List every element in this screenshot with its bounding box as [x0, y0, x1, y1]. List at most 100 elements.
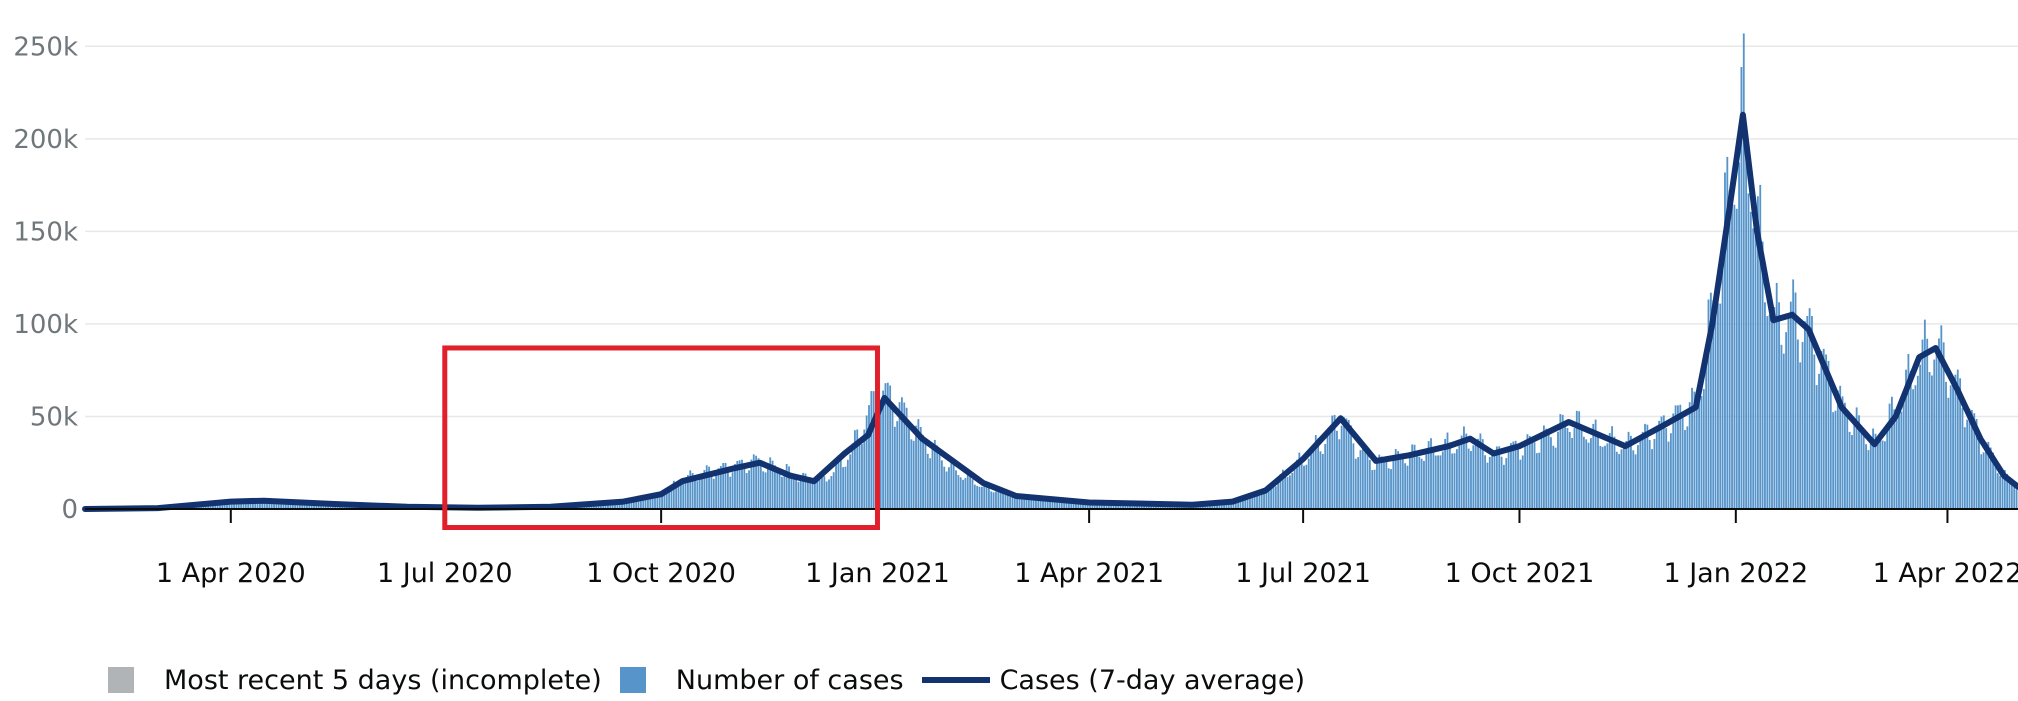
- bar-number-of-cases: [604, 502, 607, 509]
- bar-number-of-cases: [1733, 204, 1736, 509]
- bar-number-of-cases: [303, 503, 306, 509]
- bar-number-of-cases: [1260, 492, 1263, 509]
- bar-number-of-cases: [846, 459, 849, 509]
- bar-number-of-cases: [1392, 458, 1395, 509]
- bar-number-of-cases: [1597, 433, 1599, 509]
- bar-number-of-cases: [284, 502, 287, 509]
- bar-number-of-cases: [1357, 457, 1360, 509]
- bar-number-of-cases: [1893, 409, 1896, 509]
- bar-number-of-cases: [990, 491, 993, 509]
- bar-number-of-cases: [1839, 385, 1842, 509]
- bar-number-of-cases: [766, 463, 769, 509]
- bar-number-of-cases: [1568, 431, 1571, 509]
- bar-number-of-cases: [1942, 342, 1945, 509]
- bar-number-of-cases: [1053, 497, 1056, 509]
- bar-number-of-cases: [1660, 416, 1663, 509]
- bar-number-of-cases: [1065, 498, 1068, 509]
- bar-number-of-cases: [1136, 504, 1138, 509]
- bar-number-of-cases: [813, 482, 816, 509]
- bar-number-of-cases: [844, 466, 847, 509]
- bar-number-of-cases: [1938, 338, 1940, 509]
- bar-number-of-cases: [1848, 431, 1851, 509]
- bar-number-of-cases: [1333, 414, 1336, 509]
- bar-number-of-cases: [1058, 501, 1061, 509]
- bar-number-of-cases: [1632, 450, 1635, 509]
- bar-number-of-cases: [748, 470, 750, 509]
- bar-number-of-cases: [1418, 456, 1421, 509]
- bar-number-of-cases: [1056, 499, 1059, 509]
- bar-number-of-cases: [1030, 496, 1033, 509]
- bar-number-of-cases: [1686, 426, 1689, 509]
- bar-number-of-cases: [797, 481, 800, 509]
- bar-number-of-cases: [1528, 435, 1531, 509]
- bar-number-of-cases: [1898, 413, 1900, 509]
- bar-number-of-cases: [806, 478, 809, 509]
- bar-number-of-cases: [785, 464, 788, 509]
- bar-number-of-cases: [642, 497, 645, 509]
- bar-number-of-cases: [896, 421, 899, 509]
- bar-number-of-cases: [644, 498, 647, 509]
- bar-number-of-cases: [870, 391, 873, 509]
- x-tick-label-0: 1 Apr 2020: [156, 558, 306, 589]
- bar-number-of-cases: [1051, 497, 1054, 509]
- bar-number-of-cases: [992, 492, 995, 509]
- bar-number-of-cases: [1296, 459, 1298, 509]
- bar-number-of-cases: [1794, 292, 1797, 509]
- bar-number-of-cases: [936, 445, 939, 509]
- bar-number-of-cases: [1731, 204, 1733, 509]
- bar-number-of-cases: [1970, 409, 1973, 509]
- bar-number-of-cases: [639, 496, 642, 509]
- bar-number-of-cases: [922, 435, 924, 509]
- bar-number-of-cases: [1159, 505, 1162, 509]
- bar-number-of-cases: [910, 439, 913, 509]
- bar-number-of-cases: [1145, 504, 1148, 509]
- bar-number-of-cases: [1343, 417, 1345, 509]
- highlight-rectangle: [442, 345, 880, 531]
- bar-number-of-cases: [1463, 426, 1465, 509]
- bar-number-of-cases: [1952, 376, 1954, 509]
- bar-number-of-cases: [320, 504, 322, 509]
- bar-number-of-cases: [1448, 442, 1451, 509]
- bar-number-of-cases: [924, 442, 927, 509]
- bar-number-of-cases: [1717, 303, 1719, 509]
- bar-number-of-cases: [1013, 495, 1016, 509]
- bar-number-of-cases: [1989, 447, 1992, 509]
- bar-number-of-cases: [611, 503, 614, 509]
- bar-number-of-cases: [1437, 455, 1439, 509]
- bar-number-of-cases: [1719, 303, 1722, 509]
- bar-number-of-cases: [743, 465, 746, 509]
- bar-number-of-cases: [995, 491, 997, 509]
- bar-number-of-cases: [649, 498, 652, 509]
- bar-number-of-cases: [1371, 470, 1374, 509]
- bar-number-of-cases: [1397, 451, 1400, 509]
- bar-number-of-cases: [1677, 405, 1679, 509]
- bar-number-of-cases: [1858, 415, 1860, 509]
- bar-number-of-cases: [778, 473, 781, 509]
- bar-number-of-cases: [1075, 502, 1077, 509]
- bar-number-of-cases: [1573, 428, 1576, 509]
- bar-number-of-cases: [268, 502, 271, 509]
- bar-number-of-cases: [1662, 415, 1665, 509]
- bar-number-of-cases: [625, 500, 628, 509]
- bar-number-of-cases: [581, 506, 584, 509]
- bar-number-of-cases: [959, 477, 962, 509]
- bar-number-of-cases: [1985, 442, 1987, 509]
- bar-number-of-cases: [997, 491, 1000, 509]
- bar-number-of-cases: [263, 499, 266, 509]
- bar-number-of-cases: [790, 472, 793, 509]
- bar-number-of-cases: [1274, 486, 1277, 509]
- bar-number-of-cases: [1545, 428, 1548, 509]
- bar-number-of-cases: [597, 505, 600, 509]
- bar-number-of-cases: [1822, 348, 1825, 509]
- bar-number-of-cases: [898, 402, 901, 509]
- cases-chart: 0 50k 100k 150k 200k 250k 1 Apr 2020 1 Jul 202…: [13, 32, 2018, 589]
- bar-number-of-cases: [1806, 316, 1809, 509]
- bar-number-of-cases: [1907, 353, 1910, 509]
- bar-number-of-cases: [670, 484, 673, 509]
- bar-number-of-cases: [1935, 348, 1938, 509]
- bar-number-of-cases: [1999, 475, 2002, 509]
- bar-number-of-cases: [1289, 475, 1291, 509]
- bar-number-of-cases: [1752, 228, 1755, 509]
- bar-number-of-cases: [1879, 439, 1882, 509]
- bar-number-of-cases: [1557, 431, 1559, 509]
